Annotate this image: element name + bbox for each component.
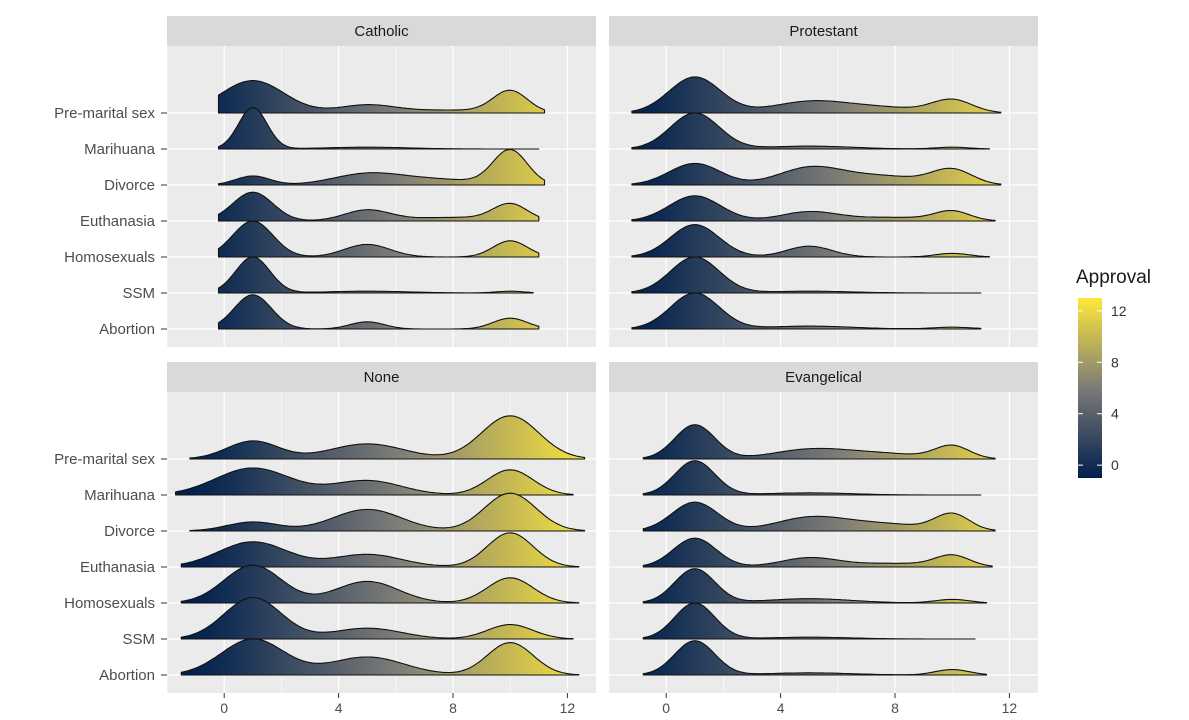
strip-background bbox=[609, 16, 1038, 46]
ridge-pre-marital-sex bbox=[217, 80, 546, 114]
legend-colorbar bbox=[1078, 298, 1102, 478]
ridge-homosexuals bbox=[631, 224, 990, 258]
strip-background bbox=[167, 362, 596, 392]
strip-background bbox=[167, 16, 596, 46]
y-tick-label: Pre-marital sex bbox=[54, 451, 155, 468]
ridge-abortion bbox=[631, 292, 982, 330]
y-tick-label: Pre-marital sex bbox=[54, 105, 155, 122]
x-tick-label: 8 bbox=[449, 700, 457, 716]
legend-label: 8 bbox=[1111, 354, 1119, 370]
ridge-divorce bbox=[189, 492, 586, 532]
y-tick-label: Homosexuals bbox=[64, 249, 155, 266]
x-tick-label: 8 bbox=[891, 700, 899, 716]
ridge-ssm bbox=[217, 256, 534, 294]
panel-catholic: Catholic Pre-marital sex Marihuana Divorce E… bbox=[54, 16, 596, 347]
y-tick-label: Euthanasia bbox=[80, 559, 156, 576]
y-tick-label: Marihuana bbox=[84, 141, 156, 158]
x-tick-label: 4 bbox=[777, 700, 785, 716]
ridge-ssm bbox=[180, 597, 574, 640]
ridge-pre-marital-sex bbox=[642, 424, 996, 460]
legend-label: 0 bbox=[1111, 457, 1119, 473]
y-tick-label: Divorce bbox=[104, 177, 155, 194]
ridge-homosexuals bbox=[217, 220, 540, 258]
strip-title: Catholic bbox=[354, 23, 409, 40]
strip-title: Evangelical bbox=[785, 369, 862, 386]
ridge-ssm bbox=[631, 256, 982, 294]
y-tick-label: Abortion bbox=[99, 667, 155, 684]
ridge-marihuana bbox=[217, 106, 540, 150]
ridge-ssm bbox=[642, 602, 976, 640]
x-tick-label: 0 bbox=[220, 700, 228, 716]
y-tick-label: SSM bbox=[122, 285, 155, 302]
x-tick-label: 0 bbox=[662, 700, 670, 716]
ridge-pre-marital-sex bbox=[631, 76, 1002, 114]
x-tick-label: 4 bbox=[335, 700, 343, 716]
panel-evangelical: Evangelical 0 4 8 12 bbox=[608, 362, 1038, 716]
ridge-divorce bbox=[631, 162, 1002, 186]
ridge-divorce bbox=[217, 148, 546, 186]
legend-title: Approval bbox=[1076, 267, 1151, 288]
strip-title: None bbox=[364, 369, 400, 386]
strip-title: Protestant bbox=[789, 23, 858, 40]
ridge-marihuana bbox=[175, 467, 574, 496]
legend: Approval 0 4 8 12 bbox=[1076, 267, 1151, 478]
panels: Catholic Pre-marital sex Marihuana Divorce E… bbox=[54, 16, 1038, 716]
ridge-homosexuals bbox=[180, 564, 580, 604]
y-tick-label: Marihuana bbox=[84, 487, 156, 504]
ridge-euthanasia bbox=[217, 191, 540, 222]
x-tick-label: 12 bbox=[1002, 700, 1018, 716]
ridge-homosexuals bbox=[642, 568, 988, 604]
strip-background bbox=[609, 362, 1038, 392]
ridge-abortion bbox=[180, 638, 580, 676]
y-tick-label: Divorce bbox=[104, 523, 155, 540]
panel-none: None Pre-marital sex Marihuana Divorce Eutha… bbox=[54, 362, 596, 716]
y-tick-label: Euthanasia bbox=[80, 213, 156, 230]
legend-label: 12 bbox=[1111, 303, 1127, 319]
x-tick-label: 12 bbox=[560, 700, 576, 716]
ridge-pre-marital-sex bbox=[189, 415, 586, 460]
ridge-marihuana bbox=[642, 460, 982, 496]
panel-protestant: Protestant bbox=[608, 16, 1038, 347]
ridge-abortion bbox=[217, 294, 540, 330]
y-tick-label: Abortion bbox=[99, 321, 155, 338]
ridge-abortion bbox=[642, 640, 988, 676]
y-tick-label: Homosexuals bbox=[64, 595, 155, 612]
ridge-euthanasia bbox=[642, 537, 993, 568]
ridge-marihuana bbox=[631, 112, 990, 150]
ridge-divorce bbox=[642, 501, 996, 532]
ridge-euthanasia bbox=[180, 532, 580, 568]
ridge-euthanasia bbox=[631, 195, 996, 222]
panel-background bbox=[609, 392, 1038, 693]
legend-label: 4 bbox=[1111, 406, 1119, 422]
y-tick-label: SSM bbox=[122, 631, 155, 648]
